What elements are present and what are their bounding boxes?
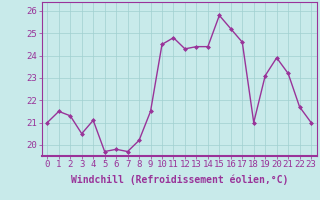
X-axis label: Windchill (Refroidissement éolien,°C): Windchill (Refroidissement éolien,°C) xyxy=(70,175,288,185)
